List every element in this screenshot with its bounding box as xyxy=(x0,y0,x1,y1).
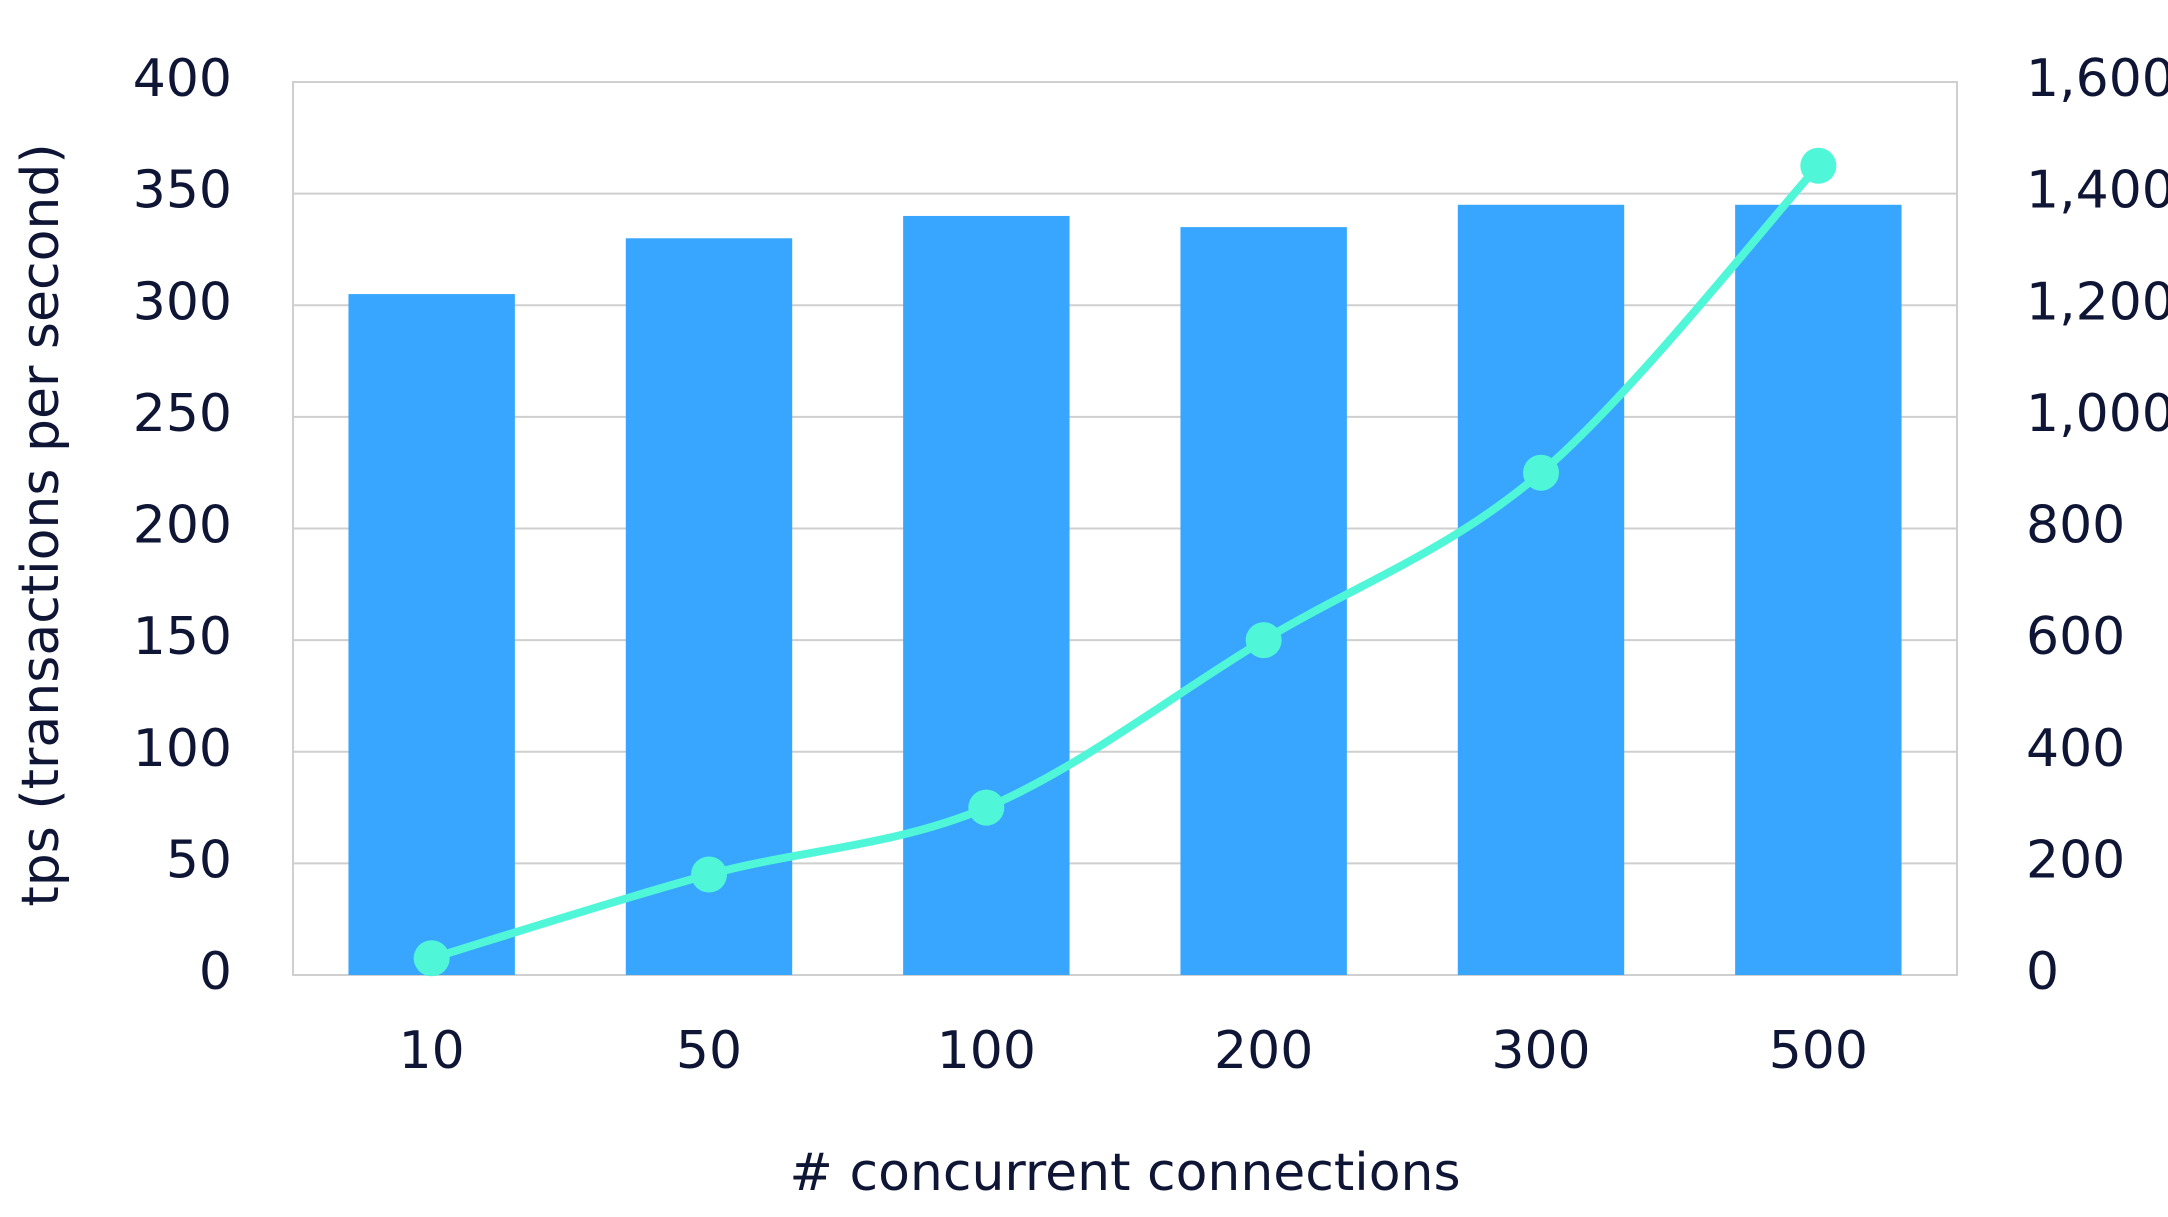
x-tick-label: 200 xyxy=(1214,1021,1313,1081)
y-tick-label: 50 xyxy=(166,830,232,890)
line-marker xyxy=(691,856,727,893)
line-marker xyxy=(413,940,450,977)
y2-tick-label: 1,600 xyxy=(2026,49,2168,109)
y-tick-label: 0 xyxy=(199,942,232,1002)
x-tick-label: 100 xyxy=(937,1021,1036,1081)
y2-tick-label: 1,200 xyxy=(2026,272,2168,332)
y-tick-label: 100 xyxy=(133,719,232,779)
y-tick-label: 250 xyxy=(133,384,232,444)
bar xyxy=(903,215,1070,975)
line xyxy=(430,163,1822,963)
x-axis-title: # concurrent connections xyxy=(789,1143,1460,1203)
y2-tick-label: 800 xyxy=(2026,496,2125,556)
x-tick-label: 300 xyxy=(1491,1021,1590,1081)
y2-tick-label: 0 xyxy=(2026,942,2059,1002)
y-tick-label: 350 xyxy=(133,161,232,221)
y-tick-label: 150 xyxy=(133,607,232,667)
y2-tick-label: 1,000 xyxy=(2026,384,2168,444)
bar xyxy=(1457,204,1625,976)
line-marker xyxy=(1245,622,1282,659)
bar xyxy=(1735,204,1902,976)
y-tick-label: 400 xyxy=(133,49,232,109)
line-marker xyxy=(968,789,1005,826)
y2-tick-label: 1,400 xyxy=(2026,161,2168,221)
x-tick-label: 50 xyxy=(676,1021,742,1081)
y-tick-label: 200 xyxy=(133,496,232,556)
bar xyxy=(1180,227,1347,976)
plot-border xyxy=(292,81,1958,976)
x-tick-label: 500 xyxy=(1769,1021,1868,1081)
x-tick-label: 10 xyxy=(399,1021,465,1081)
bar xyxy=(625,238,793,975)
bar xyxy=(348,294,515,975)
y2-tick-label: 400 xyxy=(2026,719,2125,779)
line-marker xyxy=(1800,147,1837,184)
line-marker xyxy=(1523,454,1559,491)
y-tick-label: 300 xyxy=(133,272,232,332)
y-axis-title: tps (transactions per second) xyxy=(11,143,71,906)
y2-tick-label: 600 xyxy=(2026,607,2125,667)
y2-tick-label: 200 xyxy=(2026,830,2125,890)
